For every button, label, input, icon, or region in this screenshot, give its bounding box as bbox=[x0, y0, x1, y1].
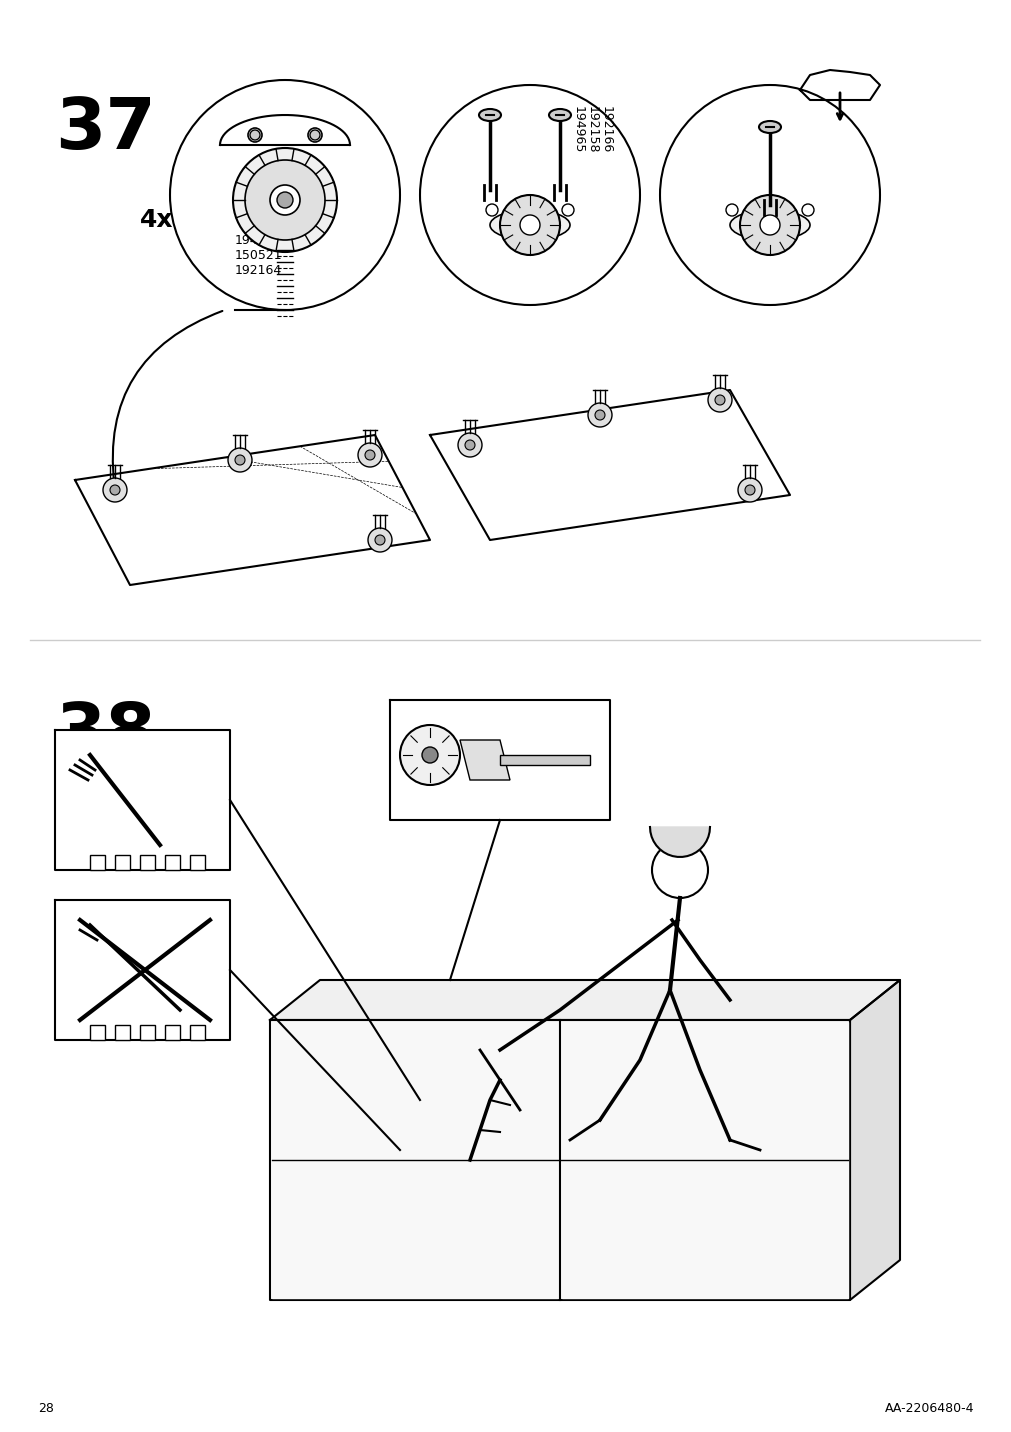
Circle shape bbox=[759, 215, 779, 235]
Ellipse shape bbox=[801, 203, 813, 216]
Circle shape bbox=[270, 185, 299, 215]
Polygon shape bbox=[90, 1025, 105, 1040]
Polygon shape bbox=[190, 855, 205, 871]
Circle shape bbox=[227, 448, 252, 473]
Circle shape bbox=[464, 440, 474, 450]
Ellipse shape bbox=[485, 203, 497, 216]
Ellipse shape bbox=[307, 127, 321, 142]
Circle shape bbox=[245, 160, 325, 241]
Polygon shape bbox=[165, 855, 180, 871]
Circle shape bbox=[309, 130, 319, 140]
Ellipse shape bbox=[489, 211, 569, 241]
Polygon shape bbox=[115, 855, 129, 871]
Polygon shape bbox=[849, 979, 899, 1300]
Polygon shape bbox=[115, 1025, 129, 1040]
Circle shape bbox=[715, 395, 724, 405]
Text: 194965: 194965 bbox=[571, 106, 584, 153]
Circle shape bbox=[708, 388, 731, 412]
Polygon shape bbox=[389, 700, 610, 821]
Text: 192166: 192166 bbox=[600, 106, 613, 153]
Ellipse shape bbox=[729, 211, 809, 241]
Polygon shape bbox=[75, 435, 430, 586]
Polygon shape bbox=[460, 740, 510, 780]
Circle shape bbox=[368, 528, 391, 551]
Polygon shape bbox=[55, 899, 229, 1040]
Polygon shape bbox=[90, 855, 105, 871]
Text: 38: 38 bbox=[55, 700, 156, 769]
Polygon shape bbox=[270, 1020, 849, 1300]
Circle shape bbox=[277, 192, 293, 208]
Text: AA-2206480-4: AA-2206480-4 bbox=[884, 1402, 973, 1415]
Polygon shape bbox=[140, 1025, 155, 1040]
Polygon shape bbox=[561, 1022, 847, 1297]
Text: 28: 28 bbox=[38, 1402, 54, 1415]
Text: 37: 37 bbox=[55, 95, 156, 165]
Polygon shape bbox=[165, 1025, 180, 1040]
Circle shape bbox=[499, 195, 559, 255]
Circle shape bbox=[587, 402, 612, 427]
Circle shape bbox=[739, 195, 800, 255]
Polygon shape bbox=[140, 855, 155, 871]
Ellipse shape bbox=[725, 203, 737, 216]
Polygon shape bbox=[649, 828, 710, 856]
Ellipse shape bbox=[561, 203, 573, 216]
Circle shape bbox=[744, 485, 754, 495]
Circle shape bbox=[651, 842, 708, 898]
Ellipse shape bbox=[758, 120, 780, 133]
Circle shape bbox=[422, 748, 438, 763]
Polygon shape bbox=[270, 979, 899, 1020]
Circle shape bbox=[250, 130, 260, 140]
Polygon shape bbox=[190, 1025, 205, 1040]
Text: 4x: 4x bbox=[140, 208, 173, 232]
Text: 150521: 150521 bbox=[235, 249, 282, 262]
Text: 192164: 192164 bbox=[235, 263, 282, 276]
Polygon shape bbox=[499, 755, 589, 765]
Polygon shape bbox=[272, 1022, 557, 1297]
Circle shape bbox=[235, 455, 245, 465]
Text: 194963: 194963 bbox=[235, 233, 282, 246]
Circle shape bbox=[399, 725, 460, 785]
Circle shape bbox=[375, 536, 384, 546]
Polygon shape bbox=[55, 730, 229, 871]
Circle shape bbox=[594, 410, 605, 420]
Ellipse shape bbox=[248, 127, 262, 142]
Circle shape bbox=[458, 432, 481, 457]
Ellipse shape bbox=[548, 109, 570, 120]
Circle shape bbox=[520, 215, 540, 235]
Circle shape bbox=[365, 450, 375, 460]
Circle shape bbox=[358, 442, 381, 467]
Circle shape bbox=[170, 80, 399, 309]
Circle shape bbox=[103, 478, 126, 503]
Circle shape bbox=[737, 478, 761, 503]
Circle shape bbox=[110, 485, 120, 495]
Circle shape bbox=[420, 84, 639, 305]
Ellipse shape bbox=[478, 109, 500, 120]
Polygon shape bbox=[430, 390, 790, 540]
Text: 192158: 192158 bbox=[585, 106, 599, 153]
Circle shape bbox=[233, 147, 337, 252]
Circle shape bbox=[659, 84, 880, 305]
